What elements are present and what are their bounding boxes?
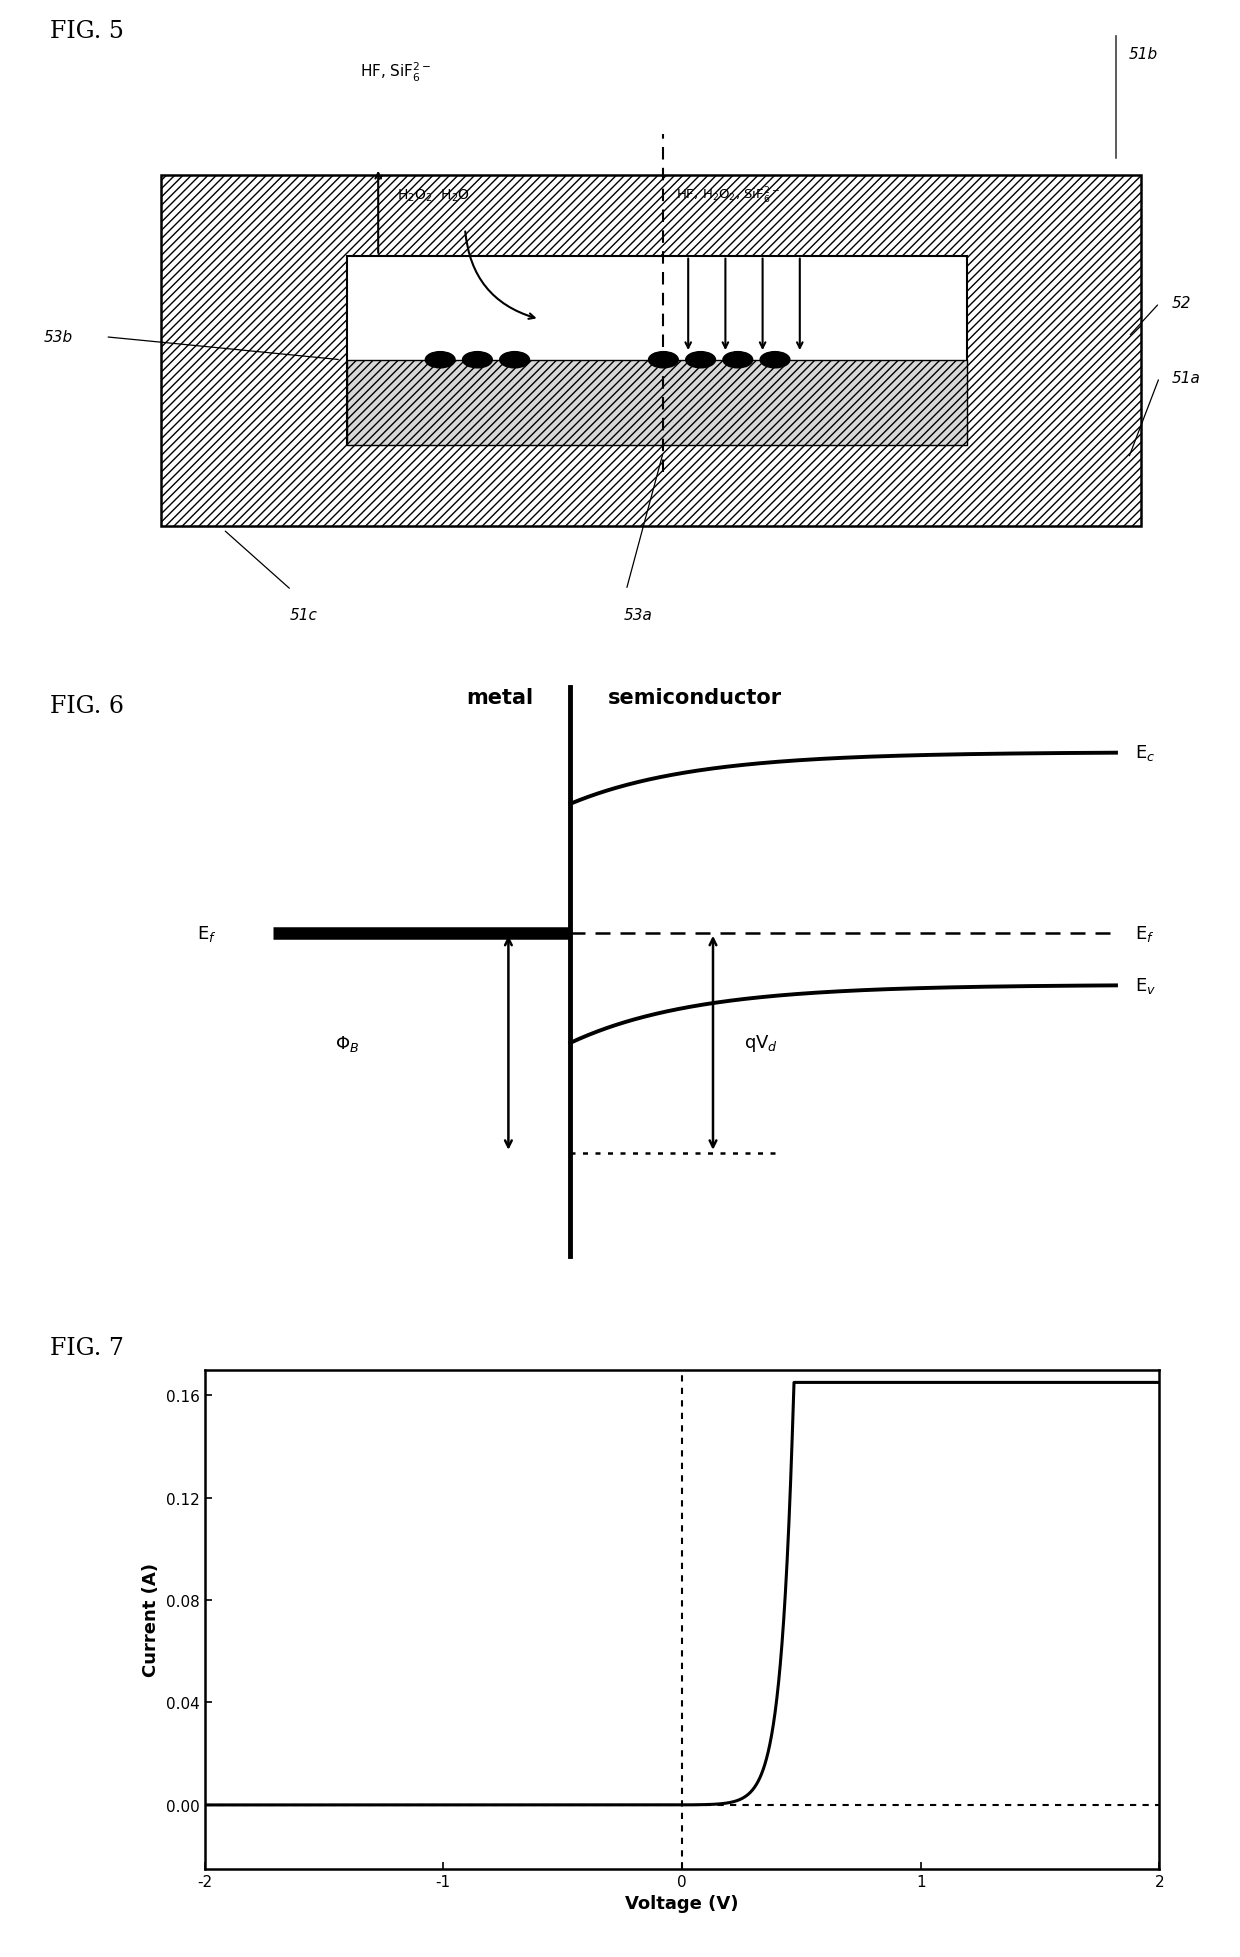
Text: HF, SiF$_6^{2-}$: HF, SiF$_6^{2-}$ [360,61,432,84]
Bar [347,256,967,446]
Text: semiconductor: semiconductor [608,689,781,708]
Text: H$_2$O$_2$  H$_2$O: H$_2$O$_2$ H$_2$O [397,188,470,204]
Text: E$_v$: E$_v$ [1135,975,1156,996]
Text: qV$_d$: qV$_d$ [744,1033,777,1053]
Text: 51a: 51a [1172,370,1200,386]
Text: FIG. 5: FIG. 5 [50,20,124,43]
Bar [347,360,967,446]
Circle shape [723,352,753,368]
Circle shape [463,352,492,368]
Circle shape [760,352,790,368]
Text: 51c: 51c [290,607,317,622]
Text: $\Phi_B$: $\Phi_B$ [335,1033,360,1053]
Circle shape [425,352,455,368]
Text: HF, H$_2$O$_2$, SiF$_6^{2-}$: HF, H$_2$O$_2$, SiF$_6^{2-}$ [676,186,780,205]
Text: FIG. 6: FIG. 6 [50,695,124,718]
Text: E$_c$: E$_c$ [1135,742,1154,763]
Text: FIG. 7: FIG. 7 [50,1337,124,1360]
X-axis label: Voltage (V): Voltage (V) [625,1894,739,1912]
Text: E$_f$: E$_f$ [1135,924,1154,943]
Y-axis label: Current (A): Current (A) [143,1562,160,1677]
Circle shape [500,352,529,368]
Text: metal: metal [466,689,533,708]
FancyBboxPatch shape [161,176,1141,526]
Text: 53a: 53a [624,607,653,622]
Circle shape [686,352,715,368]
Circle shape [649,352,678,368]
Text: 52: 52 [1172,296,1192,311]
Text: 51b: 51b [1128,47,1157,63]
Text: E$_f$: E$_f$ [197,924,217,943]
Text: 53b: 53b [43,331,72,344]
